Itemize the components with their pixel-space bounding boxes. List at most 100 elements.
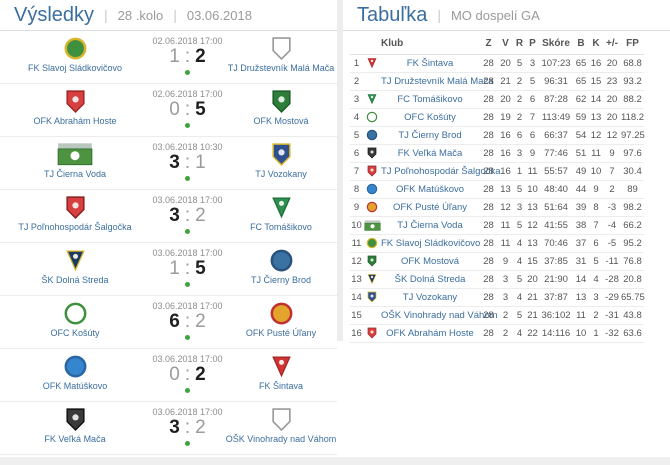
away-team-name[interactable]: FC Tomášikovo (250, 222, 312, 232)
table-row[interactable]: 15 OŠK Vinohrady nad Váhom 28 2 5 21 36:… (350, 306, 644, 325)
table-row[interactable]: 6 FK Veľká Mača 28 16 3 9 77:46 51 11 9 … (350, 144, 644, 163)
cell-fp: 89 (621, 180, 644, 199)
home-team-name[interactable]: ŠK Dolná Streda (41, 275, 109, 285)
cell-z: 28 (479, 162, 498, 181)
table-row[interactable]: 13 ŠK Dolná Streda 28 3 5 20 21:90 14 4 … (350, 270, 644, 289)
away-team-name[interactable]: OFK Mostová (253, 116, 309, 126)
away-club-logo-icon[interactable] (269, 300, 294, 326)
home-team-name[interactable]: TJ Čierna Voda (43, 169, 107, 179)
home-team-name[interactable]: OFC Košúty (50, 328, 100, 338)
cell-z: 28 (479, 180, 498, 199)
club-link[interactable]: TJ Čierna Voda (397, 220, 463, 231)
club-link[interactable]: ŠK Dolná Streda (394, 274, 466, 285)
col-header-klub: Klub (381, 31, 479, 55)
club-link[interactable]: FC Tomášikovo (397, 94, 463, 105)
club-link[interactable]: OŠK Vinohrady nad Váhom (381, 310, 498, 321)
club-link[interactable]: FK Šintava (406, 58, 454, 69)
table-row[interactable]: 11 FK Slavoj Sládkovičovo 28 11 4 13 70:… (350, 234, 644, 253)
col-header-p: P (526, 31, 539, 55)
club-link[interactable]: FK Slavoj Sládkovičovo (381, 238, 481, 249)
home-club-logo-icon[interactable] (57, 141, 93, 167)
position: 16 (350, 324, 363, 343)
away-club-logo-icon[interactable] (269, 247, 294, 273)
home-team-name[interactable]: FK Veľká Mača (44, 434, 106, 444)
away-club-logo-icon[interactable] (269, 353, 294, 379)
home-club-logo-icon[interactable] (63, 406, 88, 432)
home-club-logo-icon[interactable] (63, 88, 88, 114)
table-row[interactable]: 2 TJ Družstevník Malá Mača 28 21 2 5 96:… (350, 72, 644, 91)
match-list: FK Slavoj Sládkovičovo 02.06.2018 17:00 … (0, 31, 337, 455)
cell-r: 5 (513, 306, 526, 325)
table-row[interactable]: 10 TJ Čierna Voda 28 11 5 12 41:55 38 7 … (350, 216, 644, 235)
table-row[interactable]: 1 FK Šintava 28 20 5 3 107:23 65 16 20 6… (350, 54, 644, 73)
away-club-logo-icon[interactable] (269, 35, 294, 61)
cell-k: 12 (589, 126, 603, 145)
club-logo-icon (363, 324, 381, 343)
table-row[interactable]: 16 OFK Abrahám Hoste 28 2 4 22 14:116 10… (350, 324, 644, 343)
away-score: 2 (195, 417, 206, 438)
match-score: 1 : 2 (169, 46, 205, 67)
standings-table: Klub Z V R P Skóre B K +/- FP 1 FK Šinta… (350, 31, 645, 343)
away-team-name[interactable]: TJ Čierny Brod (250, 275, 312, 285)
home-team-name[interactable]: OFK Abrahám Hoste (33, 116, 117, 126)
club-logo-icon (363, 234, 381, 253)
club-link[interactable]: TJ Družstevník Malá Mača (381, 76, 494, 87)
club-link[interactable]: OFK Pusté Úľany (392, 202, 468, 213)
cell-skore: 55:57 (539, 162, 573, 181)
home-team-name[interactable]: TJ Poľnohospodár Šalgočka (18, 222, 132, 232)
cell-z: 28 (479, 306, 498, 325)
away-team-name[interactable]: TJ Vozokany (255, 169, 307, 179)
away-club-logo-icon[interactable] (269, 194, 294, 220)
club-link[interactable]: OFK Mostová (400, 256, 460, 267)
table-row[interactable]: 12 OFK Mostová 28 9 4 15 37:85 31 5 -11 … (350, 252, 644, 271)
away-club-logo-icon[interactable] (269, 406, 294, 432)
table-row[interactable]: 8 OFK Matúškovo 28 13 5 10 48:40 44 9 2 … (350, 180, 644, 199)
home-club-logo-icon[interactable] (63, 35, 88, 61)
away-score: 2 (195, 364, 206, 385)
cell-plusminus: 20 (603, 90, 621, 109)
round-label: 28 .kolo (117, 7, 164, 23)
club-logo-icon (363, 54, 381, 73)
home-team: FK Veľká Mača (0, 402, 150, 454)
table-row[interactable]: 5 TJ Čierny Brod 28 16 6 6 66:37 54 12 1… (350, 126, 645, 145)
club-link[interactable]: TJ Vozokany (402, 292, 458, 303)
club-logo-icon (363, 252, 381, 271)
match-center: 03.06.2018 17:00 3 : 2 (150, 402, 225, 454)
table-row[interactable]: 14 TJ Vozokany 28 3 4 21 37:87 13 3 -29 … (350, 288, 645, 307)
table-row[interactable]: 3 FC Tomášikovo 28 20 2 6 87:28 62 14 20… (350, 90, 644, 109)
match-datetime: 03.06.2018 17:00 (152, 195, 223, 205)
away-club-logo-icon[interactable] (269, 88, 294, 114)
cell-r: 2 (513, 108, 526, 127)
standings-header-row: Klub Z V R P Skóre B K +/- FP (350, 31, 644, 55)
club-link[interactable]: OFK Matúškovo (395, 184, 465, 195)
home-club-logo-icon[interactable] (63, 300, 88, 326)
home-club-logo-icon[interactable] (63, 194, 88, 220)
home-club-logo-icon[interactable] (63, 353, 88, 379)
away-team-name[interactable]: OFK Pusté Úľany (245, 328, 317, 338)
away-team-name[interactable]: TJ Družstevník Malá Mača (227, 63, 335, 73)
away-club-logo-icon[interactable] (269, 141, 294, 167)
cell-k: 5 (589, 252, 603, 271)
home-team: OFK Abrahám Hoste (0, 84, 150, 136)
table-row[interactable]: 7 TJ Poľnohospodár Šalgočka 28 16 1 11 5… (350, 162, 644, 181)
col-header-pos (350, 31, 363, 55)
home-team-name[interactable]: FK Slavoj Sládkovičovo (27, 63, 123, 73)
club-link[interactable]: TJ Poľnohospodár Šalgočka (381, 166, 501, 177)
table-row[interactable]: 9 OFK Pusté Úľany 28 12 3 13 51:64 39 8 … (350, 198, 644, 217)
table-row[interactable]: 4 OFC Košúty 28 19 2 7 113:49 59 13 20 1… (350, 108, 644, 127)
home-team-name[interactable]: OFK Matúškovo (42, 381, 108, 391)
results-date: 03.06.2018 (186, 7, 252, 23)
home-score: 1 (169, 258, 180, 279)
club-link[interactable]: OFK Abrahám Hoste (386, 328, 474, 339)
club-link[interactable]: TJ Čierny Brod (398, 130, 462, 141)
club-link[interactable]: FK Veľká Mača (397, 148, 463, 159)
cell-skore: 51:64 (539, 198, 573, 217)
club-link[interactable]: OFC Košúty (404, 112, 456, 123)
away-team-name[interactable]: OŠK Vinohrady nad Váhom (225, 434, 337, 444)
cell-skore: 37:85 (539, 252, 573, 271)
cell-b: 62 (573, 90, 589, 109)
away-team-name[interactable]: FK Šintava (258, 381, 304, 391)
cell-r: 6 (513, 126, 526, 145)
home-club-logo-icon[interactable] (63, 247, 88, 273)
col-header-z: Z (479, 31, 498, 55)
